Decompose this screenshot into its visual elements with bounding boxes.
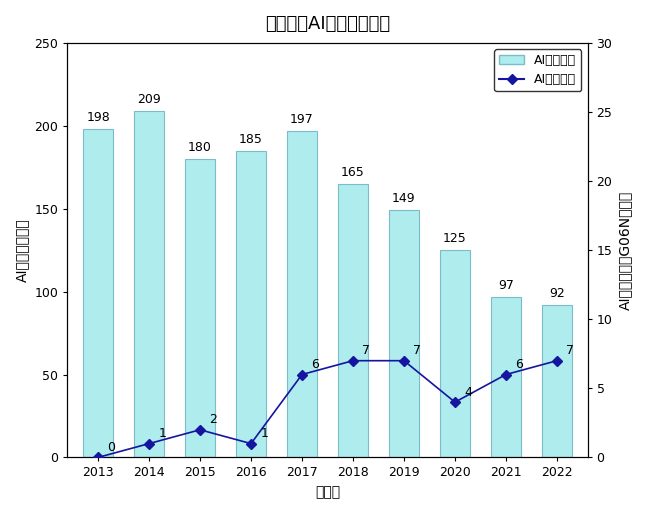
AIコア発明 [94,454,102,461]
Bar [338,184,368,457]
Text: 149: 149 [392,192,416,206]
Bar [389,210,419,457]
AIコア発明 [502,372,510,378]
Title: 仙台市のAI関連特許出願: 仙台市のAI関連特許出願 [265,15,390,33]
Text: 4: 4 [464,386,472,399]
Text: 165: 165 [341,166,365,179]
Text: 185: 185 [239,133,263,145]
Text: 6: 6 [515,358,523,371]
Text: 7: 7 [362,344,370,357]
Bar [236,151,267,457]
AIコア発明 [145,440,153,447]
Line: AIコア発明: AIコア発明 [94,357,560,461]
AIコア発明 [349,358,357,364]
AIコア発明 [196,427,204,433]
Text: 97: 97 [498,279,514,291]
AIコア発明 [451,399,459,405]
Text: 7: 7 [413,344,421,357]
Bar [83,129,113,457]
Bar [185,159,215,457]
Legend: AI関連発明, AIコア発明: AI関連発明, AIコア発明 [494,49,581,91]
Bar [440,250,470,457]
Text: 125: 125 [443,232,467,245]
Bar [542,305,572,457]
Text: 92: 92 [549,287,565,300]
AIコア発明 [553,358,561,364]
AIコア発明 [400,358,408,364]
Text: 7: 7 [566,344,574,357]
X-axis label: 出願年: 出願年 [315,485,340,499]
Y-axis label: AIコア発明（G06N）／件: AIコア発明（G06N）／件 [618,191,632,310]
Text: 6: 6 [311,358,319,371]
Bar [490,297,521,457]
Text: 198: 198 [86,111,110,124]
AIコア発明 [247,440,255,447]
Bar [287,131,317,457]
Text: 2: 2 [209,413,217,426]
Bar [134,111,164,457]
AIコア発明 [298,372,306,378]
Text: 1: 1 [159,427,166,440]
Text: 197: 197 [290,113,314,126]
Text: 0: 0 [107,441,115,454]
Text: 1: 1 [260,427,268,440]
Text: 209: 209 [137,93,161,106]
Text: 180: 180 [188,141,212,154]
Y-axis label: AI関連発明／件: AI関連発明／件 [15,218,29,282]
